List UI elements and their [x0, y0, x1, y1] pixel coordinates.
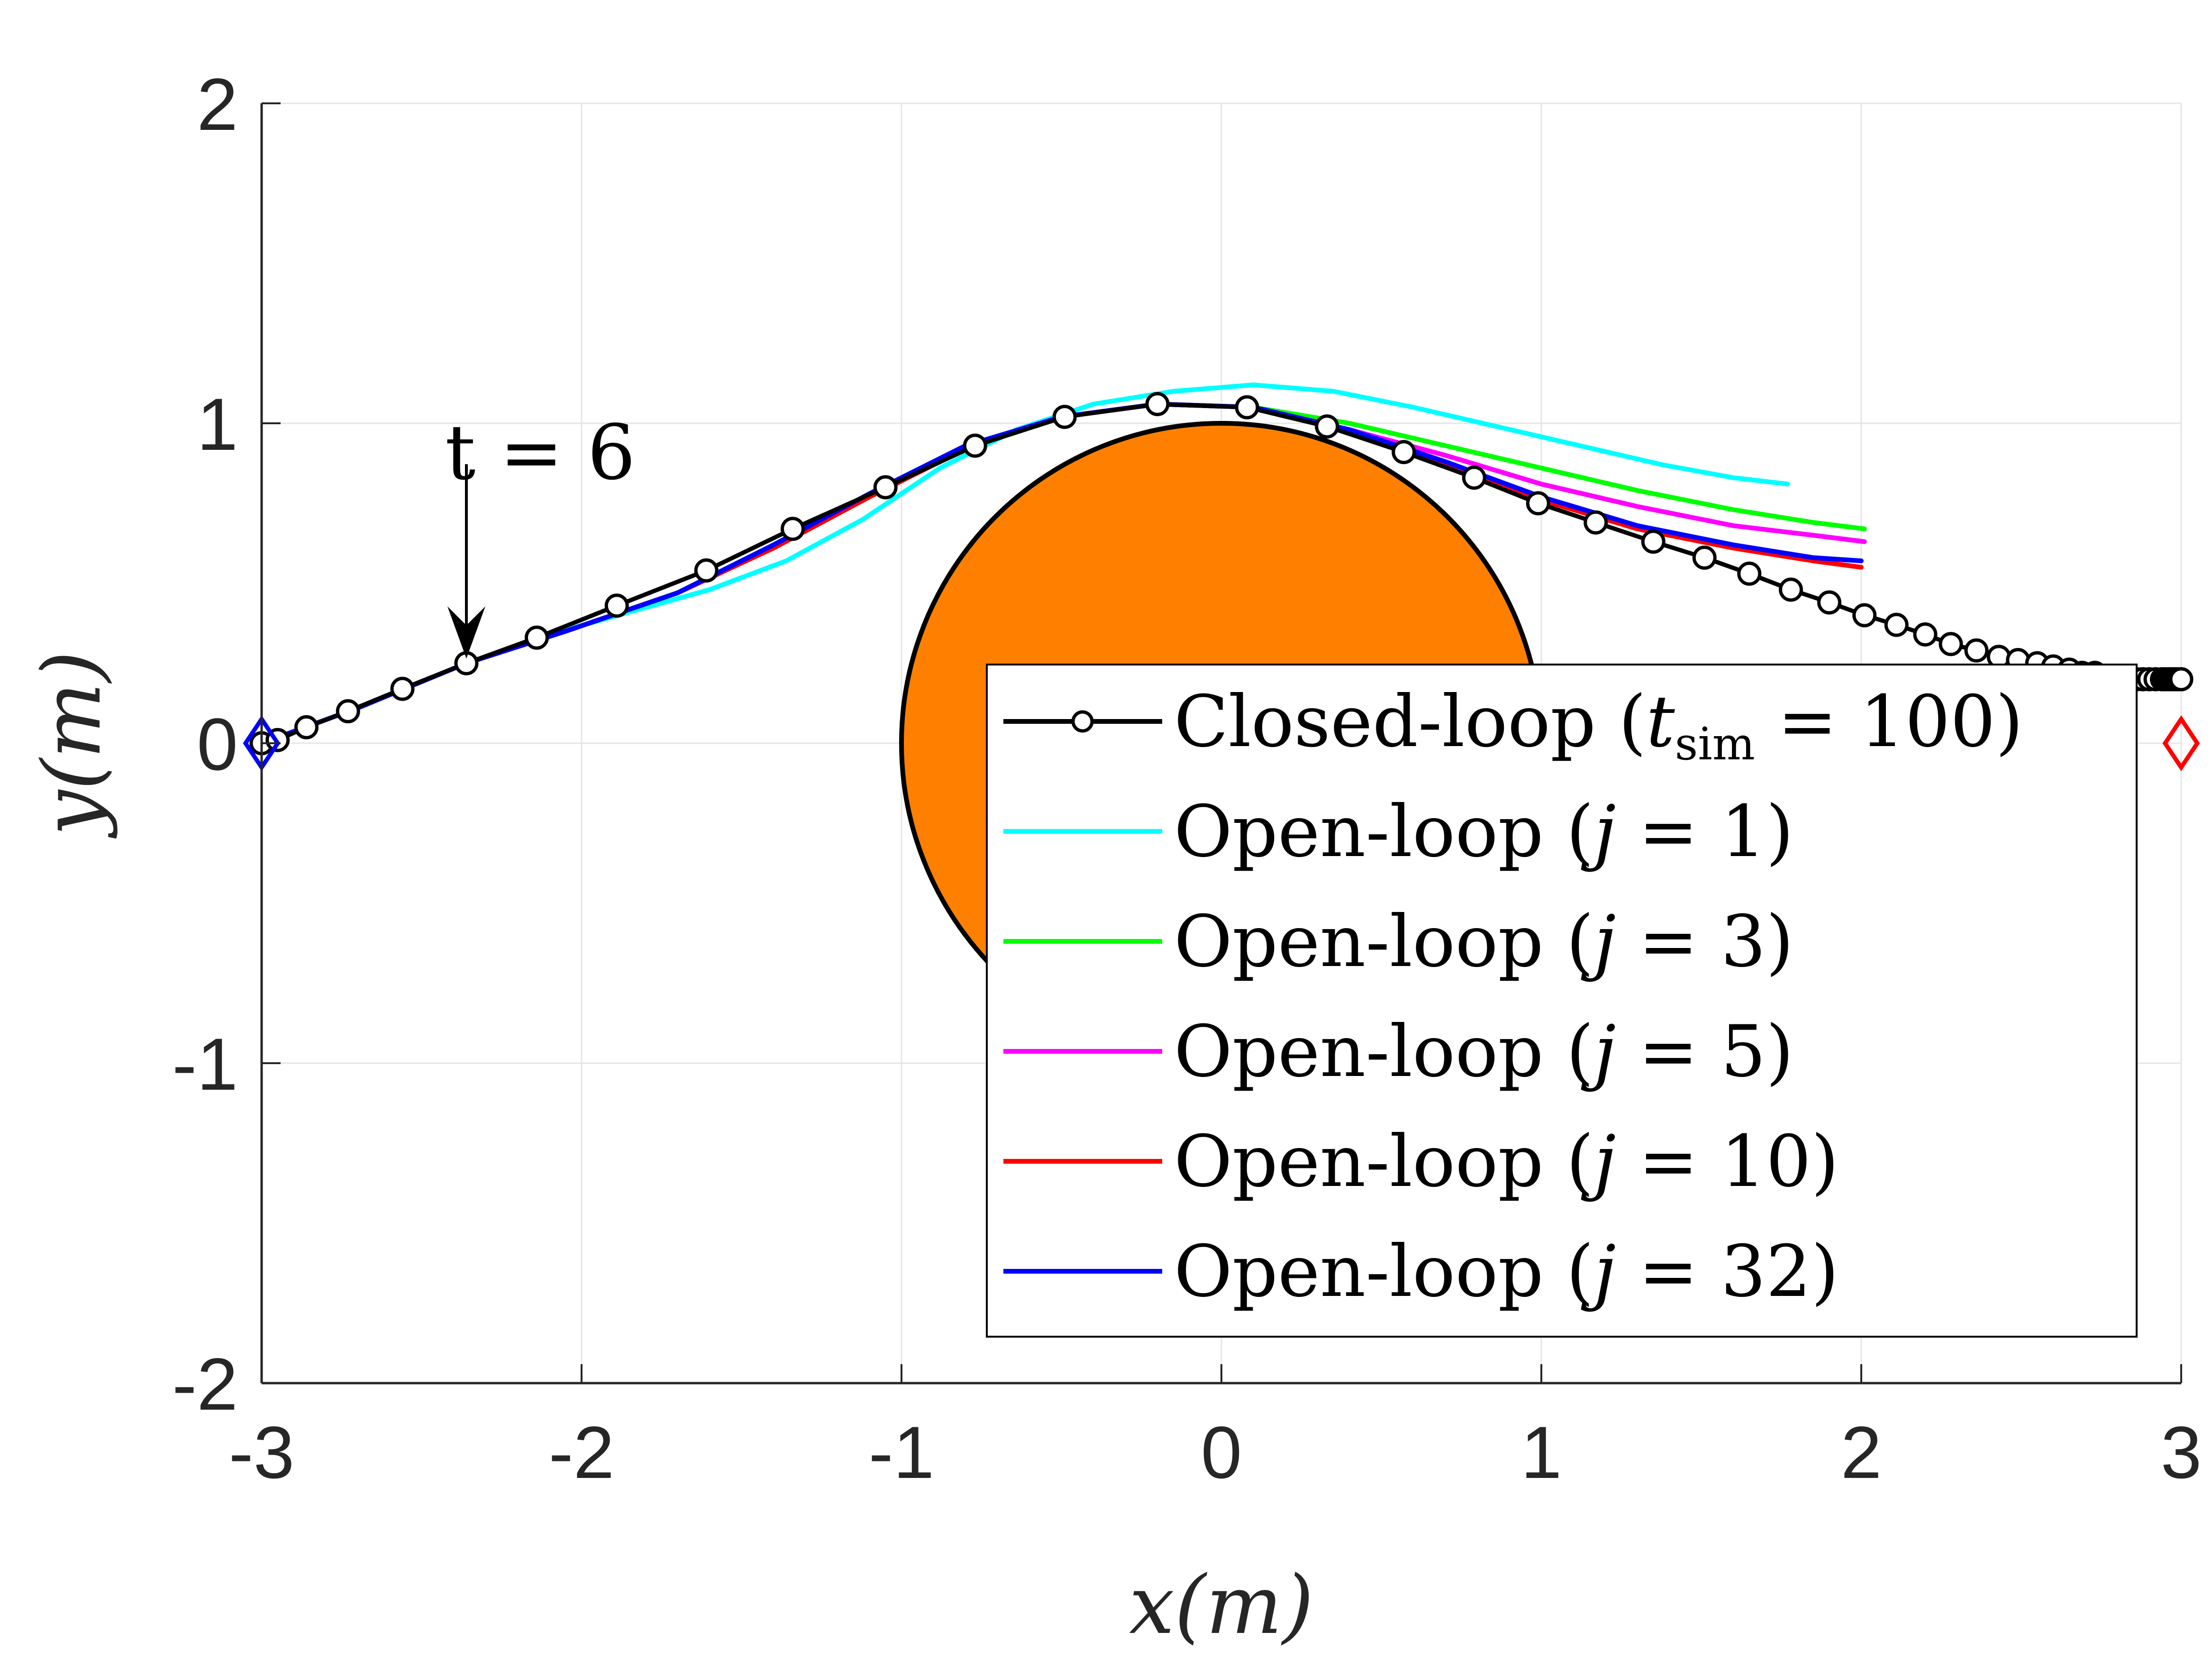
closed-loop-point	[1584, 510, 1608, 535]
legend-label-subscript: sim	[1675, 718, 1755, 770]
closed-loop-point	[390, 676, 415, 701]
closed-loop-point	[1145, 392, 1170, 416]
legend-label-text: Closed-loop (	[1174, 681, 1646, 763]
axes	[260, 102, 2182, 1385]
legend-label-var: t	[1646, 681, 1675, 763]
x-tick-label: 2	[1841, 1412, 1882, 1494]
closed-loop-point	[294, 715, 319, 739]
x-tick-label: -2	[549, 1412, 615, 1494]
closed-loop-point	[1641, 529, 1666, 554]
closed-loop-point	[1692, 546, 1717, 570]
legend: Closed-loop (tsim = 100) Open-loop (j = 1…	[986, 664, 2138, 1338]
legend-label-tail: = 3)	[1616, 901, 1793, 983]
annotation-text: t = 6	[445, 408, 636, 497]
closed-loop-point	[336, 699, 360, 723]
closed-loop-point	[1526, 491, 1550, 516]
legend-label-2: Open-loop (j = 3)	[1174, 901, 1793, 983]
closed-loop-point	[1964, 638, 1989, 663]
closed-loop-point	[604, 593, 629, 618]
closed-loop-point	[1462, 465, 1486, 490]
y-tick-label: 2	[197, 64, 238, 146]
legend-label-4: Open-loop (j = 10)	[1174, 1121, 1839, 1203]
legend-marker-0	[1071, 710, 1094, 733]
legend-label-text: Open-loop (	[1174, 1231, 1594, 1313]
closed-loop-point	[1817, 590, 1841, 615]
closed-loop-point	[1052, 405, 1077, 429]
legend-label-text: Open-loop (	[1174, 1121, 1594, 1203]
annotation: t = 6	[445, 408, 636, 659]
legend-label-tail: = 100)	[1755, 681, 2023, 763]
y-tick-label: 1	[197, 383, 238, 466]
closed-loop-point	[1392, 440, 1416, 465]
closed-loop-point	[1235, 395, 1259, 419]
legend-label-tail: = 32)	[1616, 1231, 1839, 1313]
closed-loop-point	[873, 475, 898, 500]
closed-loop-point	[1315, 414, 1339, 439]
closed-loop-point	[1852, 603, 1877, 628]
legend-label-0: Closed-loop (tsim = 100)	[1174, 681, 2023, 770]
x-tick-label: -3	[229, 1412, 295, 1494]
x-tick-label: -1	[869, 1412, 935, 1494]
y-axis-label: y(m)	[25, 651, 119, 839]
closed-loop-point	[963, 433, 987, 458]
closed-loop-point	[525, 625, 549, 650]
closed-loop-point	[694, 558, 719, 583]
legend-label-tail: = 10)	[1616, 1121, 1839, 1203]
closed-loop-point	[1779, 577, 1803, 602]
closed-loop-point	[1884, 612, 1909, 637]
goal-marker	[2162, 715, 2200, 772]
annotation-arrow-head	[447, 606, 485, 659]
closed-loop-point	[781, 517, 805, 541]
y-tick-label: -2	[172, 1343, 238, 1426]
legend-label-text: Open-loop (	[1174, 901, 1594, 983]
legend-label-5: Open-loop (j = 32)	[1174, 1231, 1839, 1313]
closed-loop-point	[1737, 561, 1762, 586]
closed-loop-point	[1939, 632, 1963, 656]
x-tick-label: 3	[2161, 1412, 2202, 1494]
legend-box	[986, 664, 2138, 1338]
y-tick-label: 0	[197, 703, 238, 786]
y-tick-label: -1	[172, 1023, 238, 1106]
x-axis-label: x(m)	[1129, 1559, 1314, 1652]
closed-loop-point	[1913, 622, 1938, 647]
x-tick-label: 0	[1201, 1412, 1242, 1494]
legend-label-text: Open-loop (	[1174, 1011, 1594, 1093]
legend-label-text: Open-loop (	[1174, 791, 1594, 873]
legend-label-3: Open-loop (j = 5)	[1174, 1011, 1793, 1093]
x-tick-label: 1	[1521, 1412, 1562, 1494]
legend-label-tail: = 1)	[1616, 791, 1793, 873]
closed-loop-point	[2169, 667, 2194, 692]
legend-label-tail: = 5)	[1616, 1011, 1793, 1093]
series-line-1	[464, 383, 1790, 666]
legend-label-1: Open-loop (j = 1)	[1174, 791, 1793, 873]
